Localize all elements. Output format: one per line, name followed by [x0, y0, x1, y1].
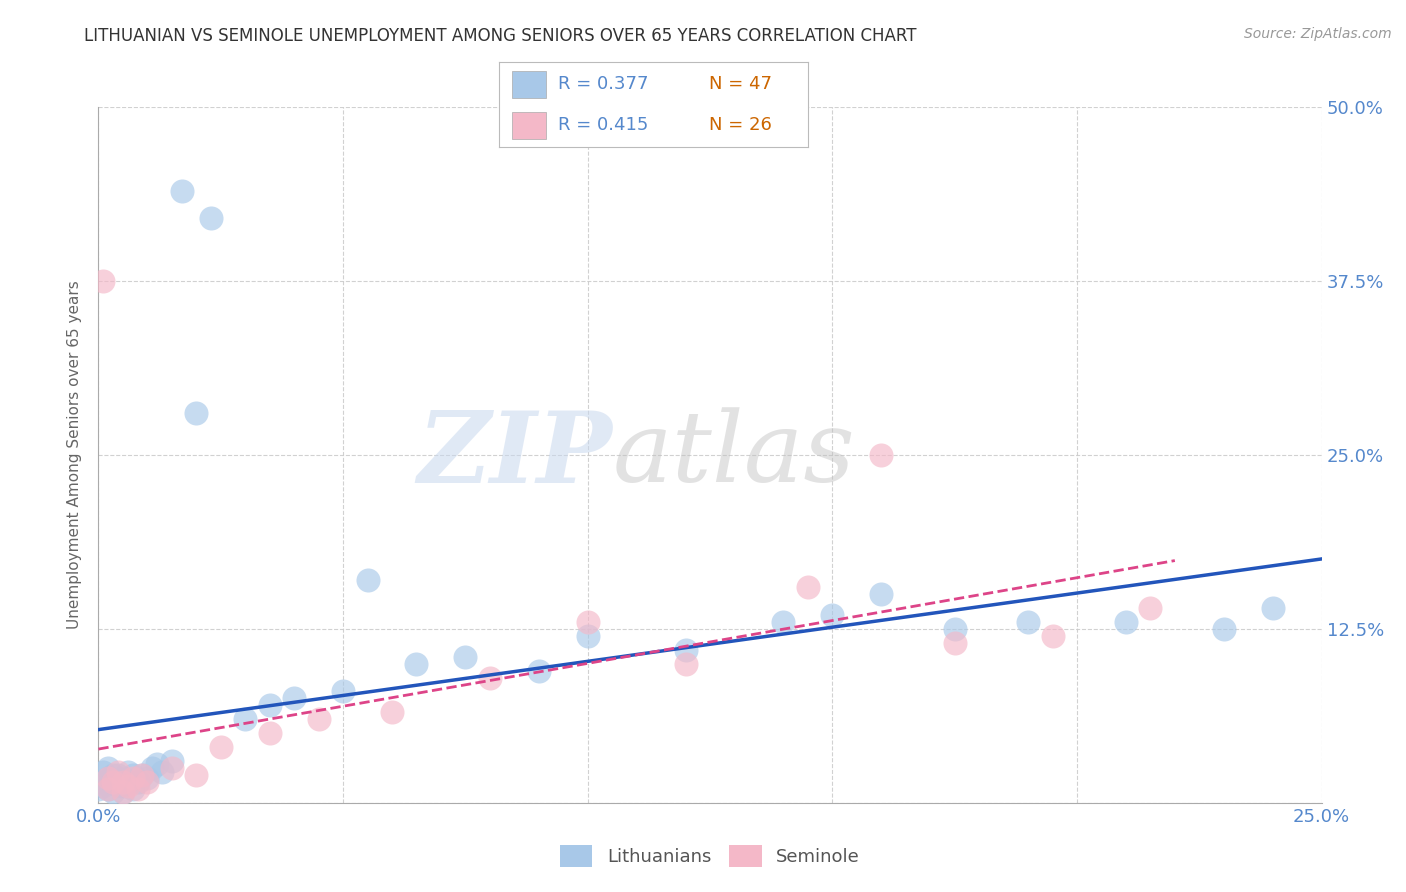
Lithuanians: [675, 642, 697, 657]
Lithuanians: [97, 771, 120, 785]
Lithuanians: [1115, 615, 1137, 629]
Legend: Lithuanians, Seminole: Lithuanians, Seminole: [553, 838, 868, 874]
Lithuanians: [97, 781, 120, 796]
Seminole: [97, 781, 120, 796]
Lithuanians: [111, 771, 134, 785]
Text: ZIP: ZIP: [418, 407, 612, 503]
Seminole: [91, 274, 114, 288]
Lithuanians: [117, 775, 139, 789]
Lithuanians: [127, 775, 149, 789]
Bar: [512, 71, 546, 98]
Seminole: [97, 771, 120, 785]
Lithuanians: [186, 406, 208, 420]
Text: R = 0.377: R = 0.377: [558, 76, 648, 94]
Lithuanians: [356, 573, 378, 587]
Lithuanians: [111, 785, 134, 799]
Lithuanians: [405, 657, 427, 671]
Lithuanians: [131, 768, 153, 782]
Seminole: [943, 636, 966, 650]
Text: Source: ZipAtlas.com: Source: ZipAtlas.com: [1244, 27, 1392, 41]
Lithuanians: [107, 768, 129, 782]
Lithuanians: [101, 768, 124, 782]
Seminole: [111, 775, 134, 789]
Lithuanians: [1261, 601, 1284, 615]
Seminole: [101, 775, 124, 789]
Lithuanians: [117, 765, 139, 780]
Seminole: [160, 761, 183, 775]
Lithuanians: [283, 691, 305, 706]
Seminole: [381, 706, 404, 720]
Lithuanians: [259, 698, 281, 713]
Text: N = 47: N = 47: [710, 76, 772, 94]
Y-axis label: Unemployment Among Seniors over 65 years: Unemployment Among Seniors over 65 years: [67, 281, 83, 629]
Lithuanians: [772, 615, 794, 629]
Seminole: [186, 768, 208, 782]
Seminole: [127, 781, 149, 796]
Seminole: [121, 771, 143, 785]
Lithuanians: [91, 765, 114, 780]
Lithuanians: [1212, 622, 1234, 636]
Seminole: [136, 775, 159, 789]
Seminole: [478, 671, 501, 685]
Text: LITHUANIAN VS SEMINOLE UNEMPLOYMENT AMONG SENIORS OVER 65 YEARS CORRELATION CHAR: LITHUANIAN VS SEMINOLE UNEMPLOYMENT AMON…: [84, 27, 917, 45]
Lithuanians: [91, 779, 114, 793]
Lithuanians: [527, 664, 550, 678]
Lithuanians: [101, 775, 124, 789]
Lithuanians: [821, 607, 844, 622]
Lithuanians: [107, 779, 129, 793]
Lithuanians: [200, 211, 222, 226]
Lithuanians: [121, 768, 143, 782]
Lithuanians: [170, 184, 193, 198]
Text: N = 26: N = 26: [710, 116, 772, 134]
Lithuanians: [111, 779, 134, 793]
Lithuanians: [943, 622, 966, 636]
Lithuanians: [1017, 615, 1039, 629]
Text: R = 0.415: R = 0.415: [558, 116, 648, 134]
Lithuanians: [332, 684, 354, 698]
Bar: [512, 112, 546, 139]
Seminole: [308, 712, 330, 726]
Lithuanians: [91, 775, 114, 789]
Text: atlas: atlas: [612, 408, 855, 502]
Seminole: [576, 615, 599, 629]
Seminole: [1042, 629, 1064, 643]
Seminole: [131, 768, 153, 782]
Lithuanians: [146, 756, 169, 771]
Lithuanians: [136, 771, 159, 785]
Seminole: [111, 785, 134, 799]
Lithuanians: [870, 587, 893, 601]
Lithuanians: [121, 781, 143, 796]
Lithuanians: [101, 785, 124, 799]
Seminole: [259, 726, 281, 740]
Lithuanians: [141, 761, 163, 775]
Seminole: [1139, 601, 1161, 615]
Seminole: [107, 765, 129, 780]
Lithuanians: [87, 781, 110, 796]
Lithuanians: [160, 754, 183, 768]
Lithuanians: [233, 712, 256, 726]
Lithuanians: [454, 649, 477, 664]
Seminole: [870, 448, 893, 462]
Lithuanians: [576, 629, 599, 643]
Seminole: [797, 580, 820, 594]
Lithuanians: [97, 761, 120, 775]
Seminole: [675, 657, 697, 671]
Lithuanians: [150, 765, 173, 780]
Seminole: [117, 779, 139, 793]
Seminole: [209, 740, 232, 755]
